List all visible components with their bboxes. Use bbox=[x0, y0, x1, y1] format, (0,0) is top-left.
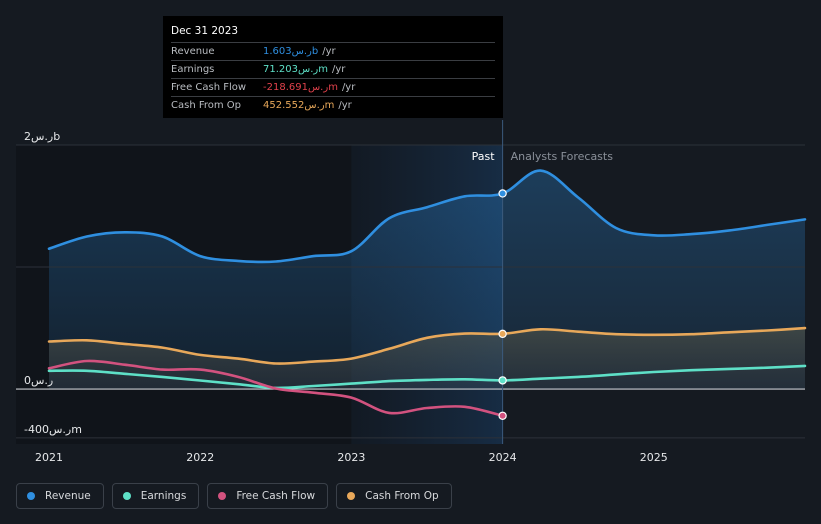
tooltip-row-revenue: Revenue 1.603ر.سb /yr bbox=[171, 42, 495, 60]
legend-dot-icon bbox=[122, 492, 131, 500]
legend: Revenue Earnings Free Cash Flow Cash Fro… bbox=[16, 483, 452, 509]
legend-label: Cash From Op bbox=[365, 490, 439, 502]
x-tick-label: 2022 bbox=[186, 451, 214, 464]
y-tick-label: 2ر.سb bbox=[24, 130, 60, 143]
x-tick-label: 2023 bbox=[337, 451, 365, 464]
legend-label: Free Cash Flow bbox=[236, 490, 316, 502]
tooltip-value: -218.691ر.سm bbox=[263, 82, 338, 93]
tooltip-value: 71.203ر.سm bbox=[263, 64, 328, 75]
tooltip-value: 452.552ر.سm bbox=[263, 100, 335, 111]
legend-dot-icon bbox=[27, 492, 35, 500]
earnings-marker bbox=[498, 376, 507, 385]
legend-dot-icon bbox=[347, 492, 356, 500]
earnings-line bbox=[47, 364, 807, 390]
y-tick-label: -400ر.سm bbox=[24, 423, 82, 436]
free-cash-flow-marker bbox=[498, 411, 507, 420]
revenue-marker bbox=[498, 189, 507, 198]
tooltip-label: Free Cash Flow bbox=[171, 82, 247, 93]
free-cash-flow-line bbox=[47, 359, 504, 418]
x-tick-label: 2021 bbox=[35, 451, 63, 464]
tooltip-unit: /yr bbox=[331, 64, 346, 75]
legend-label: Revenue bbox=[45, 490, 91, 502]
tooltip-unit: /yr bbox=[341, 82, 356, 93]
tooltip-unit: /yr bbox=[322, 46, 336, 57]
tooltip-label: Earnings bbox=[171, 64, 215, 75]
tooltip-label: Cash From Op bbox=[171, 100, 242, 111]
past-label: Past bbox=[472, 150, 496, 163]
x-tick-label: 2025 bbox=[640, 451, 668, 464]
legend-label: Earnings bbox=[140, 490, 187, 502]
tooltip-row-earnings: Earnings 71.203ر.سm /yr bbox=[171, 60, 495, 78]
tooltip-date: Dec 31 2023 bbox=[171, 25, 239, 37]
tooltip-row-free-cash-flow: Free Cash Flow -218.691ر.سm /yr bbox=[171, 78, 495, 96]
cash-from-op-marker bbox=[498, 329, 507, 339]
legend-item-revenue[interactable]: Revenue bbox=[16, 483, 104, 509]
tooltip-label: Revenue bbox=[171, 46, 215, 57]
legend-item-earnings[interactable]: Earnings bbox=[111, 483, 200, 509]
revenue-line bbox=[47, 169, 807, 264]
tooltip: Dec 31 2023 Revenue 1.603ر.سb /yr Earnin… bbox=[163, 16, 503, 118]
y-tick-label: 0ر.س bbox=[24, 374, 53, 387]
tooltip-value: 1.603ر.سb bbox=[263, 46, 319, 57]
legend-dot-icon bbox=[218, 492, 227, 500]
legend-item-free-cash-flow[interactable]: Free Cash Flow bbox=[207, 483, 329, 509]
legend-item-cash-from-op[interactable]: Cash From Op bbox=[336, 483, 452, 509]
x-tick-label: 2024 bbox=[489, 451, 517, 464]
cash-from-op-line bbox=[47, 326, 807, 365]
tooltip-unit: /yr bbox=[338, 100, 352, 111]
tooltip-row-cash-from-op: Cash From Op 452.552ر.سm /yr bbox=[171, 96, 495, 114]
forecast-label: Analysts Forecasts bbox=[511, 150, 614, 163]
